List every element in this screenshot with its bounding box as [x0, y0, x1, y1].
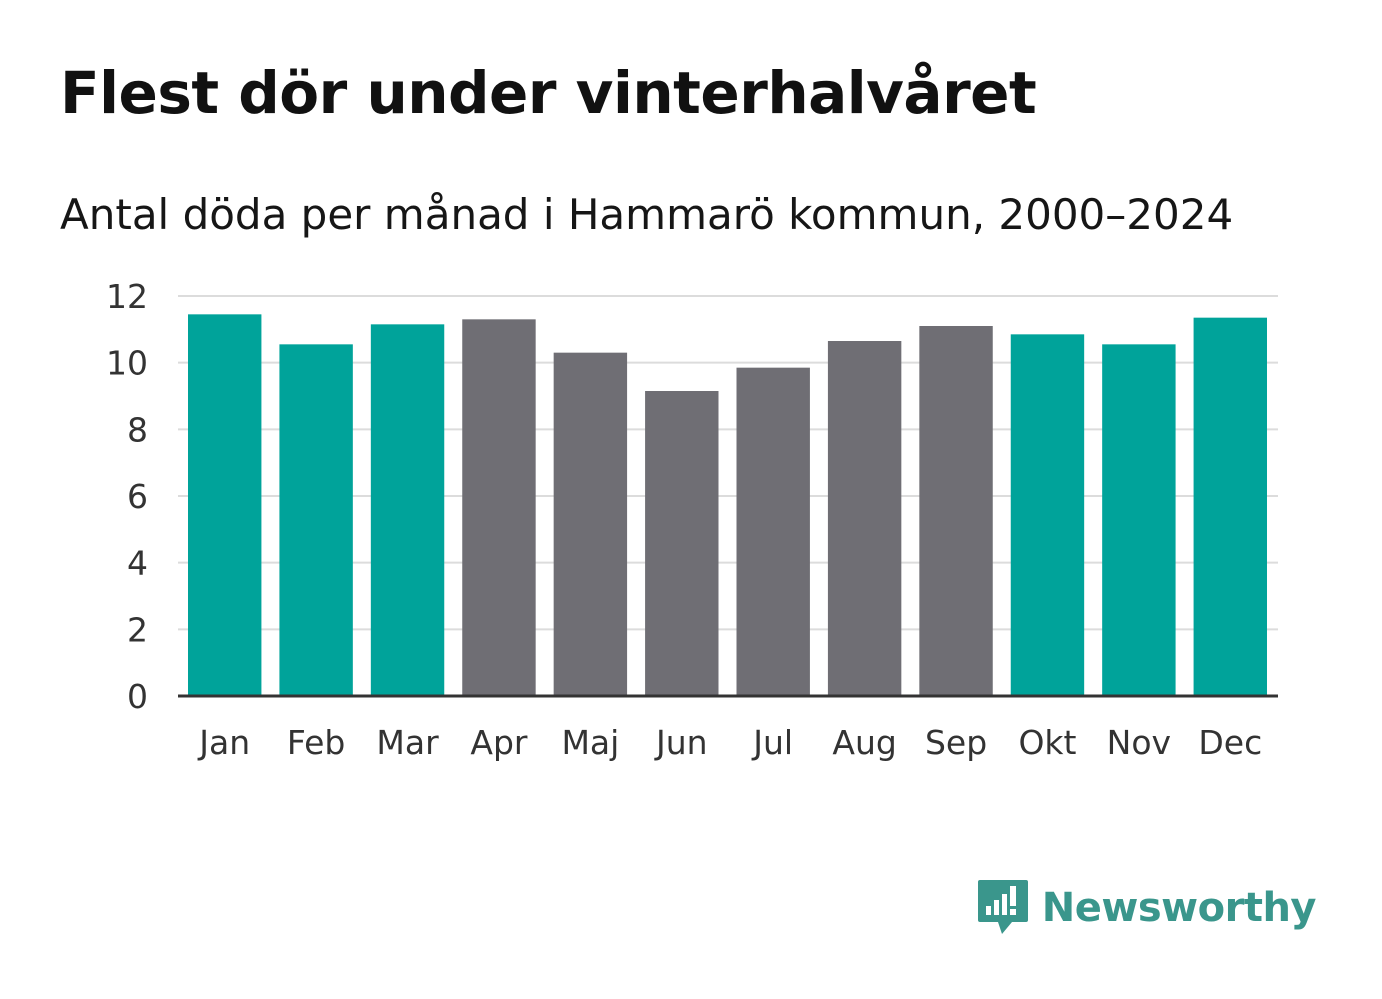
x-tick-label: Dec [1198, 723, 1262, 762]
chart-subtitle: Antal döda per månad i Hammarö kommun, 2… [60, 190, 1234, 239]
y-tick-label: 6 [127, 477, 148, 516]
x-tick-label: Maj [561, 723, 619, 762]
chart-title: Flest dör under vinterhalvåret [60, 59, 1037, 127]
bar-sep [919, 326, 993, 696]
x-tick-label: Jun [654, 723, 708, 762]
bar-nov [1102, 344, 1176, 696]
bar-feb [279, 344, 353, 696]
brand-name: Newsworthy [1041, 885, 1317, 931]
y-axis-ticks: 0 2 4 6 8 10 12 [106, 277, 148, 716]
bar-jul [736, 367, 810, 696]
bar-jan [188, 314, 262, 696]
y-tick-label: 2 [127, 610, 148, 649]
y-tick-label: 10 [106, 344, 148, 383]
x-tick-label: Nov [1107, 723, 1171, 762]
newsworthy-brand: Newsworthy [976, 878, 1317, 938]
bars [188, 314, 1267, 696]
y-tick-label: 0 [127, 677, 148, 716]
bar-okt [1010, 334, 1085, 696]
x-tick-label: Apr [470, 723, 528, 762]
x-tick-label: Jul [751, 723, 793, 762]
x-tick-label: Mar [376, 723, 439, 762]
x-tick-label: Sep [925, 723, 987, 762]
grid-lines [178, 295, 1278, 631]
x-tick-label: Okt [1018, 723, 1076, 762]
bar-maj [553, 352, 628, 696]
x-tick-label: Feb [287, 723, 345, 762]
bar-aug [827, 341, 902, 696]
x-tick-label: Aug [832, 723, 896, 762]
y-tick-label: 12 [106, 277, 148, 316]
bar-dec [1193, 317, 1267, 696]
y-tick-label: 4 [127, 544, 148, 583]
x-axis-ticks: Jan Feb Mar Apr Maj Jun Jul Aug Sep Okt Nov Dec [197, 723, 1262, 762]
x-tick-label: Jan [197, 723, 250, 762]
bar-mar [370, 324, 445, 696]
newsworthy-logo-icon [977, 880, 1028, 934]
bar-jun [645, 391, 719, 696]
y-tick-label: 8 [127, 410, 148, 449]
bar-apr [462, 319, 536, 696]
